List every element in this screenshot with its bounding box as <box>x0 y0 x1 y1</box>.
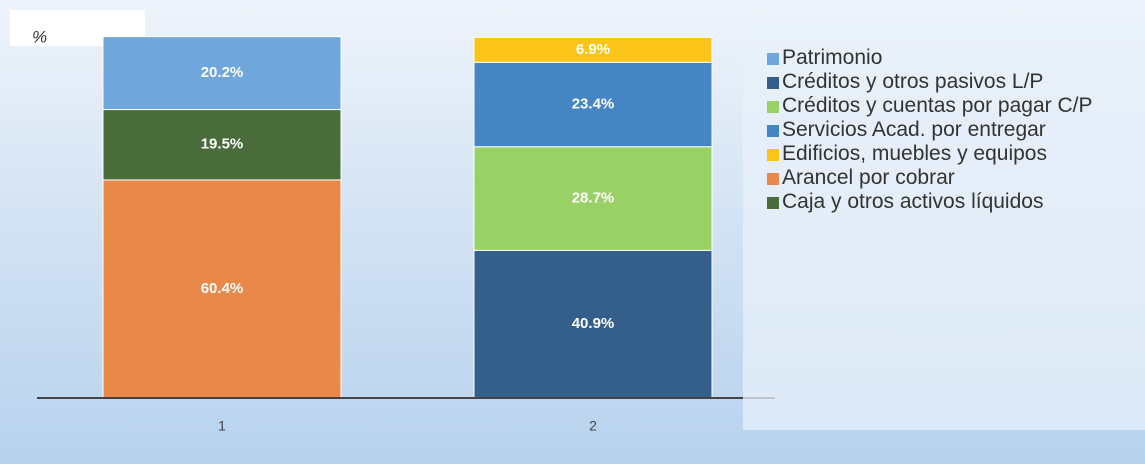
bar-segment <box>102 179 342 399</box>
legend-item: Créditos y otros pasivos L/P <box>767 70 1137 94</box>
legend-label: Créditos y cuentas por pagar C/P <box>782 94 1093 117</box>
legend-label: Arancel por cobrar <box>782 166 955 189</box>
legend-swatch <box>767 125 779 137</box>
y-axis-label: % <box>32 27 47 46</box>
data-label: 6.9% <box>576 41 610 58</box>
bar-segment <box>102 36 342 111</box>
legend-label: Edificios, muebles y equipos <box>782 142 1047 165</box>
legend-label: Patrimonio <box>782 46 883 69</box>
legend-item: Patrimonio <box>767 46 1137 70</box>
legend-swatch <box>767 173 779 185</box>
legend-label: Servicios Acad. por entregar <box>782 118 1046 141</box>
legend-swatch <box>767 53 779 65</box>
data-label: 28.7% <box>572 190 615 207</box>
bar-segment <box>102 109 342 181</box>
legend-swatch <box>767 77 779 89</box>
data-label: 20.2% <box>201 64 244 81</box>
bar-segment <box>473 36 713 63</box>
legend-swatch <box>767 149 779 161</box>
data-label: 19.5% <box>201 136 244 153</box>
legend-item: Edificios, muebles y equipos <box>767 142 1137 166</box>
bar-segment <box>473 249 713 399</box>
legend-label: Caja y otros activos líquidos <box>782 190 1044 213</box>
legend-swatch <box>767 101 779 113</box>
data-label: 23.4% <box>572 95 615 112</box>
bar-segment <box>473 146 713 251</box>
data-label: 40.9% <box>572 315 615 332</box>
x-tick-label: 1 <box>218 418 226 434</box>
legend-label: Créditos y otros pasivos L/P <box>782 70 1044 93</box>
legend: Patrimonio Créditos y otros pasivos L/P Cr… <box>743 20 1145 430</box>
legend-item: Caja y otros activos líquidos <box>767 190 1137 214</box>
legend-swatch <box>767 197 779 209</box>
legend-item: Servicios Acad. por entregar <box>767 118 1137 142</box>
legend-item: Arancel por cobrar <box>767 166 1137 190</box>
legend-item: Créditos y cuentas por pagar C/P <box>767 94 1137 118</box>
x-tick-label: 2 <box>589 418 597 434</box>
data-label: 60.4% <box>201 280 244 297</box>
